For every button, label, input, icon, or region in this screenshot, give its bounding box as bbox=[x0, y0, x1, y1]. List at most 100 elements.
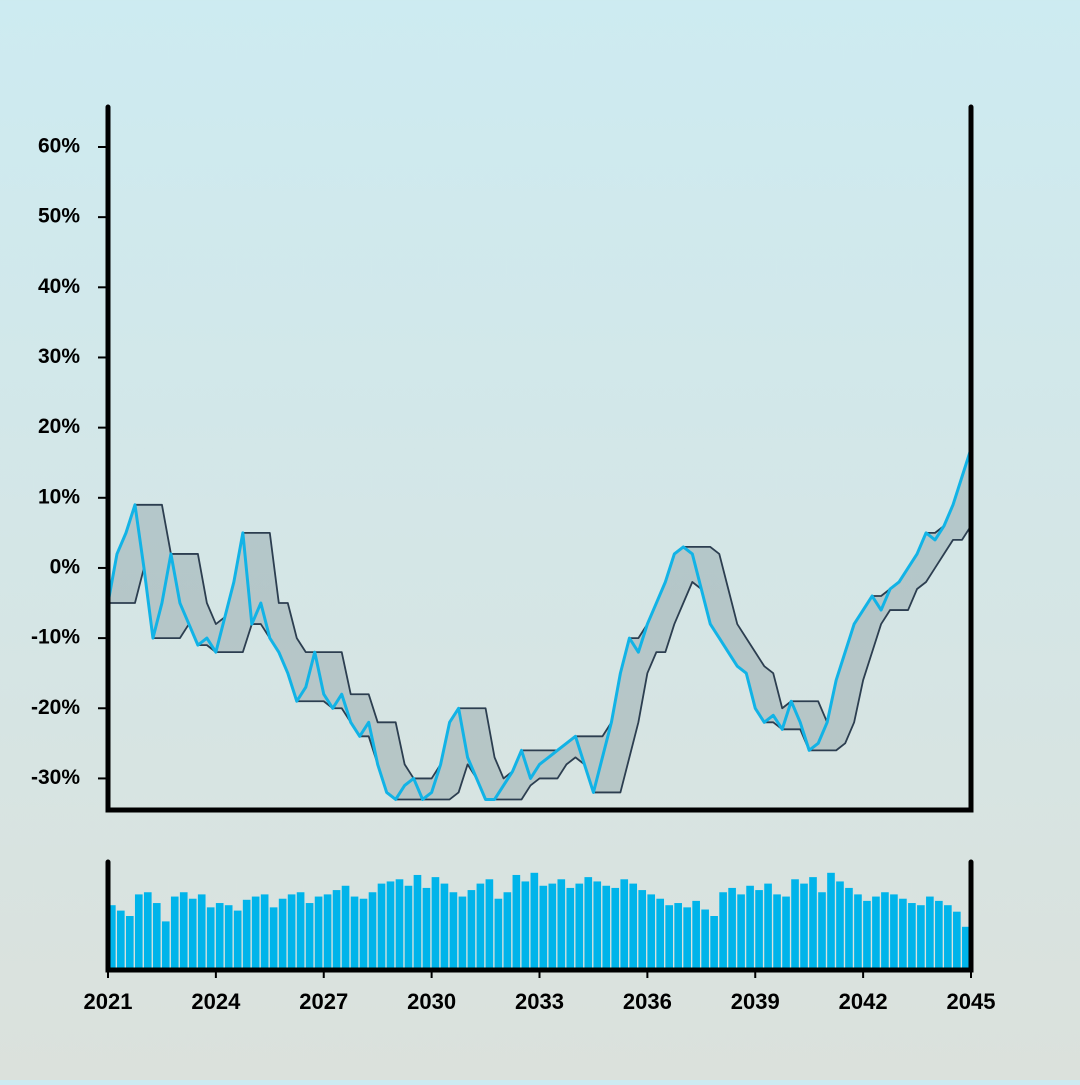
volume-bar bbox=[179, 892, 188, 970]
x-tick-label: 2033 bbox=[515, 989, 564, 1014]
volume-bar bbox=[881, 892, 889, 970]
volume-bar bbox=[629, 883, 638, 970]
volume-bar bbox=[485, 879, 494, 970]
volume-bar bbox=[386, 881, 395, 970]
volume-bar bbox=[539, 885, 548, 970]
x-tick-label: 2024 bbox=[191, 989, 241, 1014]
price-axes bbox=[105, 104, 974, 813]
volume-bar bbox=[404, 885, 413, 970]
volume-bar bbox=[647, 894, 656, 970]
volume-bar bbox=[845, 887, 853, 970]
volume-bar bbox=[449, 892, 458, 970]
volume-bar bbox=[296, 892, 305, 970]
volume-bar bbox=[584, 877, 593, 970]
volume-axes bbox=[105, 859, 974, 973]
volume-bar bbox=[719, 892, 727, 970]
volume-bar bbox=[467, 890, 476, 970]
x-tick-label: 2027 bbox=[299, 989, 348, 1014]
volume-bar bbox=[890, 894, 898, 970]
volume-bar bbox=[215, 903, 224, 970]
volume-bar bbox=[620, 879, 629, 970]
volume-bar bbox=[458, 896, 467, 970]
volume-bar bbox=[782, 896, 790, 970]
volume-bar bbox=[908, 903, 916, 970]
volume-bar bbox=[476, 883, 485, 970]
volume-bar bbox=[593, 881, 602, 970]
volume-bar bbox=[899, 898, 907, 970]
volume-bar bbox=[143, 892, 152, 970]
volume-bar bbox=[755, 890, 763, 970]
volume-bar bbox=[197, 894, 206, 970]
volume-bar bbox=[557, 879, 566, 970]
volume-bar bbox=[791, 879, 799, 970]
y-tick-label: 40% bbox=[38, 275, 80, 298]
volume-plot bbox=[108, 872, 970, 970]
volume-bar bbox=[800, 883, 808, 970]
volume-bar bbox=[395, 879, 404, 970]
volume-bar bbox=[422, 887, 431, 970]
volume-bar bbox=[773, 894, 781, 970]
volume-bar bbox=[170, 896, 179, 970]
volume-bar bbox=[287, 894, 296, 970]
volume-bar bbox=[575, 883, 584, 970]
volume-bar bbox=[935, 900, 943, 970]
volume-bar bbox=[206, 907, 215, 970]
x-tick-label: 2021 bbox=[84, 989, 133, 1014]
volume-bar bbox=[323, 894, 332, 970]
volume-bar bbox=[188, 898, 197, 970]
band-area bbox=[108, 448, 971, 800]
volume-bar bbox=[764, 883, 772, 970]
volume-bar bbox=[953, 911, 961, 970]
y-tick-label: -20% bbox=[31, 696, 80, 719]
volume-bar bbox=[440, 883, 449, 970]
volume-bar bbox=[278, 898, 287, 970]
volume-bar bbox=[108, 905, 116, 970]
x-tick-label: 2030 bbox=[407, 989, 456, 1014]
x-tick-label: 2042 bbox=[839, 989, 888, 1014]
volume-bar bbox=[521, 881, 530, 970]
volume-bar bbox=[692, 900, 700, 970]
volume-bar bbox=[413, 874, 422, 970]
y-tick-label: 60% bbox=[38, 135, 80, 158]
volume-bar bbox=[665, 905, 673, 970]
y-tick-label: 50% bbox=[38, 205, 80, 228]
y-tick-label: 10% bbox=[38, 485, 80, 508]
volume-bar bbox=[161, 921, 170, 970]
volume-bar bbox=[854, 894, 862, 970]
y-tick-label: 20% bbox=[38, 415, 80, 438]
volume-bar bbox=[863, 900, 871, 970]
volume-bar bbox=[809, 877, 817, 970]
volume-bar bbox=[332, 890, 341, 970]
volume-bar bbox=[368, 892, 377, 970]
volume-bar bbox=[530, 872, 539, 970]
volume-bar bbox=[602, 885, 611, 970]
volume-bar bbox=[251, 896, 260, 970]
labels: -30% -20% -10% 0% 10% 20% 30% 40% 50% 60% 2021 2024… bbox=[31, 135, 996, 1014]
volume-bar bbox=[638, 890, 647, 970]
volume-bar bbox=[548, 883, 557, 970]
price-line bbox=[108, 448, 971, 801]
y-tick-label: 30% bbox=[38, 345, 80, 368]
volume-bar bbox=[116, 910, 125, 970]
y-tick-label: 0% bbox=[50, 555, 81, 578]
volume-bar bbox=[152, 903, 161, 970]
volume-bar bbox=[872, 896, 880, 970]
volume-bar bbox=[512, 874, 521, 970]
volume-bar bbox=[728, 887, 736, 970]
volume-bar bbox=[431, 877, 440, 970]
volume-bar bbox=[242, 899, 251, 970]
volume-bar bbox=[827, 872, 835, 970]
volume-bar bbox=[701, 909, 709, 970]
volume-bar bbox=[836, 881, 844, 970]
volume-bar bbox=[917, 905, 925, 970]
x-tick-label: 2039 bbox=[731, 989, 780, 1014]
volume-bar bbox=[494, 898, 503, 970]
y-tick-label: -30% bbox=[31, 766, 80, 789]
volume-bar bbox=[818, 892, 826, 970]
volume-bar bbox=[269, 907, 278, 970]
volume-bar bbox=[224, 905, 233, 970]
y-tick-label: -10% bbox=[31, 626, 80, 649]
volume-bar bbox=[611, 887, 620, 970]
